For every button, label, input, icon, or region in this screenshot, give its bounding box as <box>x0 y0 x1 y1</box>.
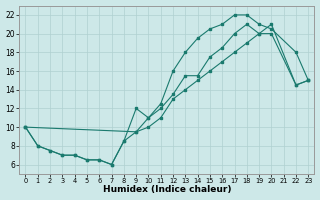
X-axis label: Humidex (Indice chaleur): Humidex (Indice chaleur) <box>103 185 231 194</box>
